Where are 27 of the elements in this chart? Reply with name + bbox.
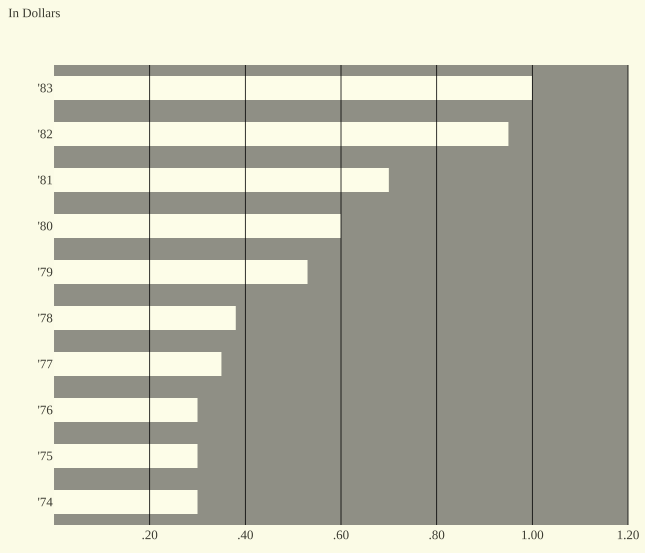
y-tick-label: '76 bbox=[38, 406, 52, 414]
x-tick-label: .20 bbox=[142, 530, 158, 540]
bar bbox=[54, 214, 342, 238]
bar bbox=[54, 168, 389, 192]
y-tick-label: '75 bbox=[38, 452, 52, 460]
x-tick-label: .40 bbox=[238, 530, 253, 540]
bar bbox=[54, 260, 308, 284]
bar bbox=[54, 306, 236, 330]
bar bbox=[54, 444, 198, 468]
y-tick-label: '74 bbox=[38, 498, 53, 506]
bar bbox=[54, 76, 532, 100]
y-tick-label: '81 bbox=[38, 176, 52, 184]
y-tick-label: '78 bbox=[38, 314, 52, 322]
y-tick-label: '79 bbox=[38, 268, 52, 276]
x-tick-label: 1.20 bbox=[618, 530, 639, 540]
bar bbox=[54, 490, 198, 514]
y-tick-label: '82 bbox=[38, 130, 52, 138]
x-tick-label: 1.00 bbox=[522, 530, 544, 540]
y-tick-label: '80 bbox=[38, 222, 52, 230]
x-tick-label: .60 bbox=[334, 530, 349, 540]
x-tick-label: .80 bbox=[429, 530, 444, 540]
y-tick-label: '77 bbox=[38, 360, 52, 368]
chart-subtitle: In Dollars bbox=[8, 8, 60, 18]
bar bbox=[54, 398, 198, 422]
bar bbox=[54, 352, 222, 376]
bar bbox=[54, 122, 508, 146]
y-tick-label: '83 bbox=[38, 84, 52, 92]
